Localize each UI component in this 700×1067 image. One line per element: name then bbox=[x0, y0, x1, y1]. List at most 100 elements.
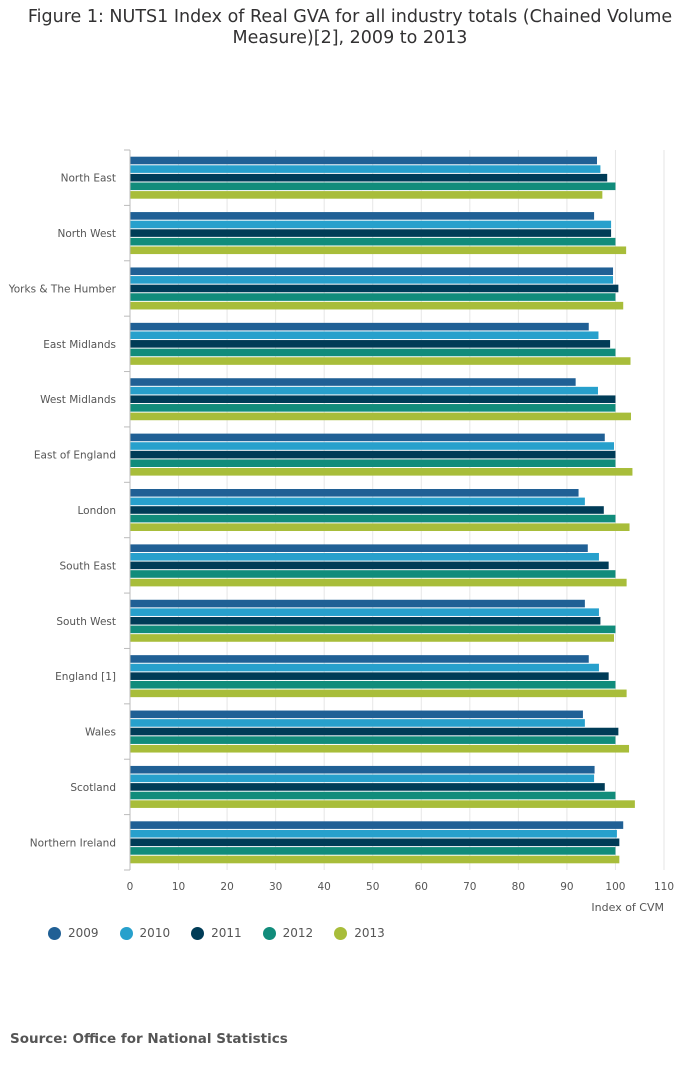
bar bbox=[130, 442, 614, 450]
legend-item[interactable]: 2013 bbox=[334, 926, 385, 940]
bar bbox=[130, 220, 612, 229]
x-tick-label: 80 bbox=[512, 881, 525, 893]
bar bbox=[130, 386, 598, 395]
bar bbox=[130, 727, 619, 736]
category-label: South East bbox=[59, 560, 116, 572]
bar bbox=[130, 412, 631, 421]
bar bbox=[130, 599, 585, 608]
bar bbox=[130, 783, 605, 791]
bar bbox=[130, 276, 614, 284]
bar bbox=[130, 433, 605, 442]
legend: 2009 2010 2011 2012 2013 bbox=[48, 926, 406, 940]
bar bbox=[130, 608, 599, 616]
bar bbox=[130, 156, 598, 165]
source-note: Source: Office for National Statistics bbox=[10, 1031, 288, 1047]
category-label: Yorks & The Humber bbox=[8, 283, 117, 295]
bars bbox=[130, 156, 635, 864]
bar bbox=[130, 829, 617, 838]
bar bbox=[130, 552, 599, 561]
bar bbox=[130, 634, 614, 642]
bar bbox=[130, 246, 627, 255]
bar bbox=[130, 182, 616, 191]
legend-swatch bbox=[262, 926, 276, 940]
bar bbox=[130, 459, 616, 468]
bar bbox=[130, 663, 599, 672]
bar bbox=[130, 212, 595, 220]
bar bbox=[130, 616, 601, 625]
bar bbox=[130, 450, 616, 459]
category-labels: North East North West Yorks & The Humber Ea… bbox=[8, 173, 117, 850]
legend-item[interactable]: 2010 bbox=[119, 926, 171, 940]
x-tick-label: 40 bbox=[317, 881, 330, 893]
bar bbox=[130, 655, 589, 663]
category-label: England [1] bbox=[55, 671, 116, 683]
x-tick-label: 90 bbox=[560, 881, 573, 893]
bar bbox=[130, 523, 630, 531]
bar bbox=[130, 838, 620, 847]
bar bbox=[130, 506, 604, 514]
legend-swatch bbox=[119, 926, 133, 940]
bar bbox=[130, 578, 627, 587]
x-tick-label: 110 bbox=[654, 881, 674, 893]
category-label: Northern Ireland bbox=[30, 837, 116, 849]
bar bbox=[130, 497, 585, 506]
chart-title: Figure 1: NUTS1 Index of Real GVA for al… bbox=[27, 7, 673, 48]
legend-label: 2012 bbox=[282, 926, 314, 940]
bar bbox=[130, 719, 585, 727]
bar bbox=[130, 774, 595, 783]
bar bbox=[130, 514, 616, 523]
bar bbox=[130, 847, 616, 855]
category-label: London bbox=[78, 505, 117, 517]
x-axis-title: Index of CVM bbox=[591, 901, 664, 914]
x-tick-label: 0 bbox=[127, 881, 134, 893]
legend-label: 2009 bbox=[68, 926, 99, 940]
legend-label: 2011 bbox=[211, 926, 242, 940]
bar bbox=[130, 301, 624, 310]
bar bbox=[130, 821, 624, 829]
category-label: North East bbox=[61, 173, 116, 185]
bar bbox=[130, 237, 616, 246]
legend-swatch bbox=[48, 926, 61, 940]
bar bbox=[130, 800, 635, 808]
bar bbox=[130, 331, 599, 340]
bar bbox=[130, 544, 588, 552]
bar bbox=[130, 570, 616, 578]
bar bbox=[130, 680, 616, 689]
bar bbox=[130, 322, 589, 331]
bar bbox=[130, 165, 601, 173]
legend-item[interactable]: 2011 bbox=[191, 926, 242, 940]
bar bbox=[130, 357, 631, 365]
bar bbox=[130, 395, 616, 404]
x-tick-label: 60 bbox=[415, 881, 428, 893]
bar bbox=[130, 404, 616, 412]
bar bbox=[130, 378, 576, 386]
category-label: South West bbox=[56, 616, 116, 628]
bar bbox=[130, 791, 616, 800]
legend-label: 2013 bbox=[354, 926, 385, 940]
bar bbox=[130, 191, 603, 199]
legend-item[interactable]: 2012 bbox=[262, 926, 314, 940]
category-label: East of England bbox=[34, 450, 116, 462]
legend-item[interactable]: 2009 bbox=[48, 926, 99, 940]
legend-swatch bbox=[334, 926, 348, 940]
bar bbox=[130, 267, 614, 276]
x-tick-label: 50 bbox=[366, 881, 379, 893]
bar bbox=[130, 710, 583, 719]
x-tick-label: 20 bbox=[220, 881, 233, 893]
x-tick-label: 30 bbox=[269, 881, 282, 893]
bar bbox=[130, 744, 630, 753]
bar bbox=[130, 765, 595, 774]
category-label: West Midlands bbox=[40, 394, 116, 406]
axes: 0 10 20 30 40 50 60 70 80 90 100 110 bbox=[124, 149, 674, 893]
category-label: East Midlands bbox=[43, 339, 116, 351]
x-tick-label: 70 bbox=[463, 881, 476, 893]
bar bbox=[130, 284, 619, 293]
bar bbox=[130, 736, 616, 744]
x-tick-label: 10 bbox=[172, 881, 185, 893]
category-label: Scotland bbox=[70, 782, 116, 794]
bar bbox=[130, 625, 616, 634]
bar bbox=[130, 561, 609, 570]
legend-label: 2010 bbox=[139, 926, 171, 940]
bar bbox=[130, 348, 616, 357]
